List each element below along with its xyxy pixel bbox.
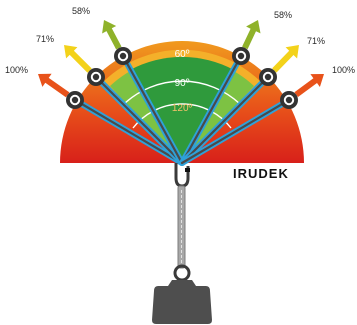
brand-logo: IRUDEK xyxy=(233,166,289,181)
load-arrow-left-2 xyxy=(102,20,122,50)
anchor-ring-hole xyxy=(262,71,274,83)
load-arrow-right-3 xyxy=(242,20,261,50)
arc-120 xyxy=(132,103,232,129)
arm-core-left-1 xyxy=(94,75,184,165)
load-percent-label: 71% xyxy=(36,34,54,44)
arm-core-right-3 xyxy=(180,54,243,165)
central-hook xyxy=(174,163,190,188)
angle-zones xyxy=(60,41,304,163)
anchor-ring-icon xyxy=(232,47,250,65)
load-percent-label: 58% xyxy=(72,6,90,16)
angle-label-60: 60º xyxy=(175,49,190,60)
arm-core-right-5 xyxy=(180,98,291,165)
load-arrow-right-4 xyxy=(272,45,299,73)
anchor-ring-hole xyxy=(69,94,81,106)
anchor-arms: 100% 71% 58% 58% 71% 100% xyxy=(5,6,355,166)
zone-60 xyxy=(130,56,234,163)
angle-label-120: 120º xyxy=(172,103,193,114)
anchor-ring-icon xyxy=(259,68,277,86)
arm-core-left-0 xyxy=(73,98,184,165)
anchor-ring-hole xyxy=(117,50,129,62)
load-arrow-left-0 xyxy=(38,73,70,98)
anchor-ring-icon xyxy=(280,91,298,109)
load-percent-label: 100% xyxy=(332,65,355,75)
arm-core-left-2 xyxy=(121,54,184,165)
arc-90 xyxy=(123,80,241,105)
hook-latch xyxy=(185,168,190,172)
anchor-ring-icon xyxy=(114,47,132,65)
arm-core-right-4 xyxy=(180,75,270,165)
load-percent-label: 58% xyxy=(274,10,292,20)
lanyard xyxy=(177,185,186,269)
load-weight xyxy=(152,264,212,324)
load-arrow-right-5 xyxy=(294,74,324,97)
hook-icon xyxy=(174,163,190,188)
anchor-ring-icon xyxy=(87,68,105,86)
weight-handle xyxy=(168,280,196,286)
anchor-ring-hole xyxy=(235,50,247,62)
load-percent-label: 71% xyxy=(307,36,325,46)
load-arrow-left-1 xyxy=(64,45,92,73)
load-percent-label: 100% xyxy=(5,65,28,75)
weight-body xyxy=(152,286,212,324)
angle-label-90: 90º xyxy=(175,78,190,89)
anchor-ring-hole xyxy=(90,71,102,83)
anchor-ring-icon xyxy=(66,91,84,109)
anchor-ring-hole xyxy=(283,94,295,106)
